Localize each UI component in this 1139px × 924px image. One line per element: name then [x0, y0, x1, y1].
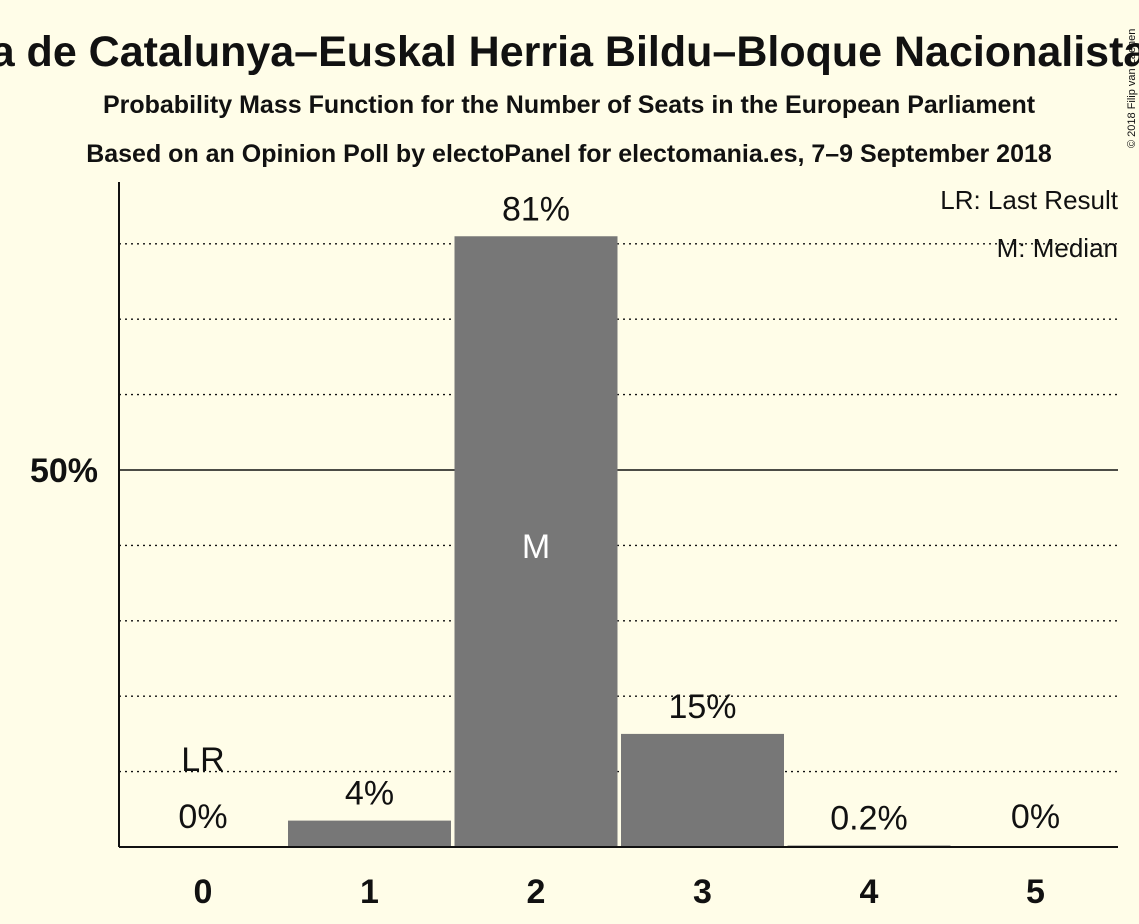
y-tick-label: 50% [30, 452, 98, 490]
bar-value-label: 0.2% [830, 799, 908, 837]
x-tick-label: 3 [693, 873, 712, 911]
x-tick-label: 5 [1026, 873, 1045, 911]
median-marker: M [522, 528, 550, 566]
legend-last-result: LR: Last Result [940, 185, 1119, 215]
x-tick-label: 0 [194, 873, 213, 911]
bar-layer [288, 236, 951, 847]
last-result-marker: LR [181, 741, 224, 779]
x-tick-label: 1 [360, 873, 379, 911]
bar-value-label: 81% [502, 190, 570, 228]
copyright-notice: © 2018 Filip van Laenen [1126, 29, 1138, 148]
bar-value-label: 15% [668, 688, 736, 726]
chart-subtitle: Probability Mass Function for the Number… [103, 91, 1036, 119]
label-layer: 0% 4% 81% 15% 0.2% 0% M LR [178, 190, 1060, 837]
x-tick-label: 2 [527, 873, 546, 911]
legend-median: M: Median [997, 233, 1118, 263]
bar-seats-2 [454, 236, 618, 847]
grid-layer [119, 243, 1118, 773]
axis-layer: 50% 0 1 2 3 4 5 [30, 182, 1118, 911]
chart-title: a de Catalunya–Euskal Herria Bildu–Bloqu… [0, 28, 1139, 76]
bar-seats-1 [288, 820, 451, 847]
bar-value-label: 0% [1011, 798, 1060, 836]
bar-seats-3 [621, 733, 784, 847]
x-tick-label: 4 [860, 873, 879, 911]
bar-value-label: 4% [345, 775, 394, 813]
bar-value-label: 0% [178, 798, 227, 836]
chart-source: Based on an Opinion Poll by electoPanel … [86, 140, 1052, 168]
